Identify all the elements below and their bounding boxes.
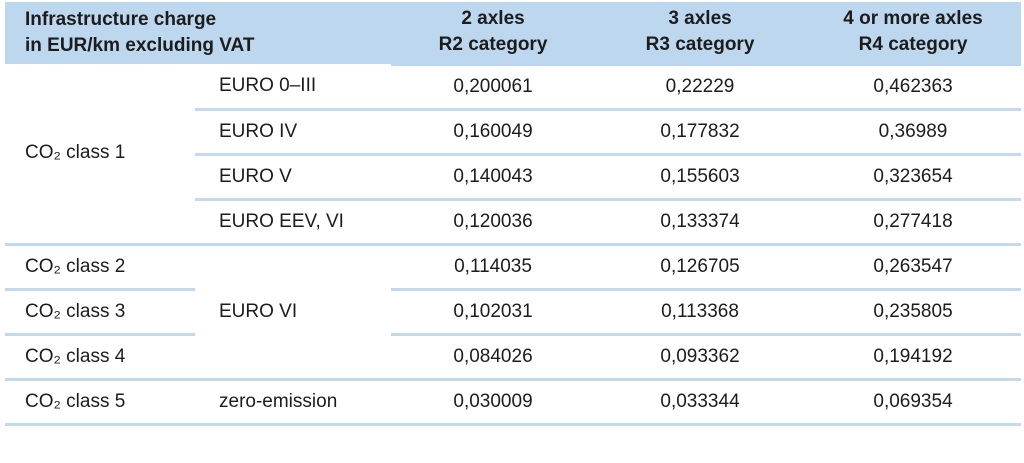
value-cell-r3: 0,093362 — [595, 334, 806, 381]
value-cell-r2: 0,102031 — [391, 289, 596, 336]
table-row: EURO IV 0,160049 0,177832 0,36989 — [5, 109, 1022, 156]
euro-category-cell: EURO 0–III — [195, 64, 392, 111]
table-title-line2: in EUR/km excluding VAT — [25, 35, 255, 56]
column-header-2-axles: 2 axles R2 category — [391, 2, 596, 66]
table-row: CO₂ class 5 zero-emission 0,030009 0,033… — [5, 379, 1022, 426]
value-cell-r4: 0,235805 — [805, 289, 1022, 336]
value-cell-r4: 0,069354 — [805, 379, 1022, 426]
value-cell-r2: 0,114035 — [391, 244, 596, 291]
table-row: CO₂ class 3 0,102031 0,113368 0,235805 — [5, 289, 1022, 336]
co2-class-cell: CO₂ class 5 — [5, 379, 195, 426]
table-title-cell: Infrastructure charge in EUR/km excludin… — [5, 2, 392, 64]
table-row: EURO EEV, VI 0,120036 0,133374 0,277418 — [5, 199, 1022, 246]
value-cell-r2: 0,120036 — [391, 199, 596, 246]
column-header-category-label: R4 category — [858, 34, 968, 55]
value-cell-r2: 0,084026 — [391, 334, 596, 381]
value-cell-r3: 0,155603 — [595, 154, 806, 201]
co2-class-cell: CO₂ class 3 — [5, 289, 195, 336]
value-cell-r2: 0,160049 — [391, 109, 596, 156]
value-cell-r3: 0,113368 — [595, 289, 806, 336]
value-cell-r3: 0,22229 — [595, 64, 806, 111]
value-cell-r3: 0,133374 — [595, 199, 806, 246]
value-cell-r2: 0,140043 — [391, 154, 596, 201]
value-cell-r4: 0,277418 — [805, 199, 1022, 246]
table-row: CO₂ class 1 EURO 0–III 0,200061 0,22229 … — [5, 64, 1022, 246]
table-row: CO₂ class 2 EURO VI 0,114035 0,126705 0,… — [5, 244, 1022, 381]
value-cell-r2: 0,030009 — [391, 379, 596, 426]
column-header-axles-label: 3 axles — [668, 7, 732, 29]
value-cell-r4: 0,263547 — [805, 244, 1022, 291]
value-cell-r3: 0,177832 — [595, 109, 806, 156]
column-header-category-label: R3 category — [645, 34, 755, 55]
value-cell-r2: 0,200061 — [391, 64, 596, 111]
co2-class-cell: CO₂ class 1 — [5, 64, 195, 246]
co2-class-cell: CO₂ class 4 — [5, 334, 195, 381]
table-title-line1: Infrastructure charge — [25, 8, 217, 30]
euro-category-cell: zero-emission — [195, 379, 392, 426]
euro-category-cell: EURO IV — [195, 109, 392, 156]
value-cell-r4: 0,36989 — [805, 109, 1022, 156]
column-header-axles-label: 4 or more axles — [843, 7, 983, 29]
table-row: CO₂ class 4 0,084026 0,093362 0,194192 — [5, 334, 1022, 381]
column-header-3-axles: 3 axles R3 category — [595, 2, 806, 66]
value-cell-r3: 0,126705 — [595, 244, 806, 291]
value-cell-r3: 0,033344 — [595, 379, 806, 426]
value-cell-r4: 0,194192 — [805, 334, 1022, 381]
value-cell-r4: 0,323654 — [805, 154, 1022, 201]
column-header-category-label: R2 category — [438, 34, 548, 55]
value-cell-r4: 0,462363 — [805, 64, 1022, 111]
column-header-axles-label: 2 axles — [461, 7, 525, 29]
euro-category-cell: EURO V — [195, 154, 392, 201]
euro-category-cell: EURO EEV, VI — [195, 199, 392, 246]
column-header-4-or-more-axles: 4 or more axles R4 category — [805, 2, 1022, 66]
infrastructure-charge-table: Infrastructure charge in EUR/km excludin… — [5, 2, 1022, 426]
co2-class-cell: CO₂ class 2 — [5, 244, 195, 291]
euro-category-cell: EURO VI — [195, 244, 392, 381]
table-row: EURO V 0,140043 0,155603 0,323654 — [5, 154, 1022, 201]
table-header-row: Infrastructure charge in EUR/km excludin… — [5, 2, 1022, 66]
